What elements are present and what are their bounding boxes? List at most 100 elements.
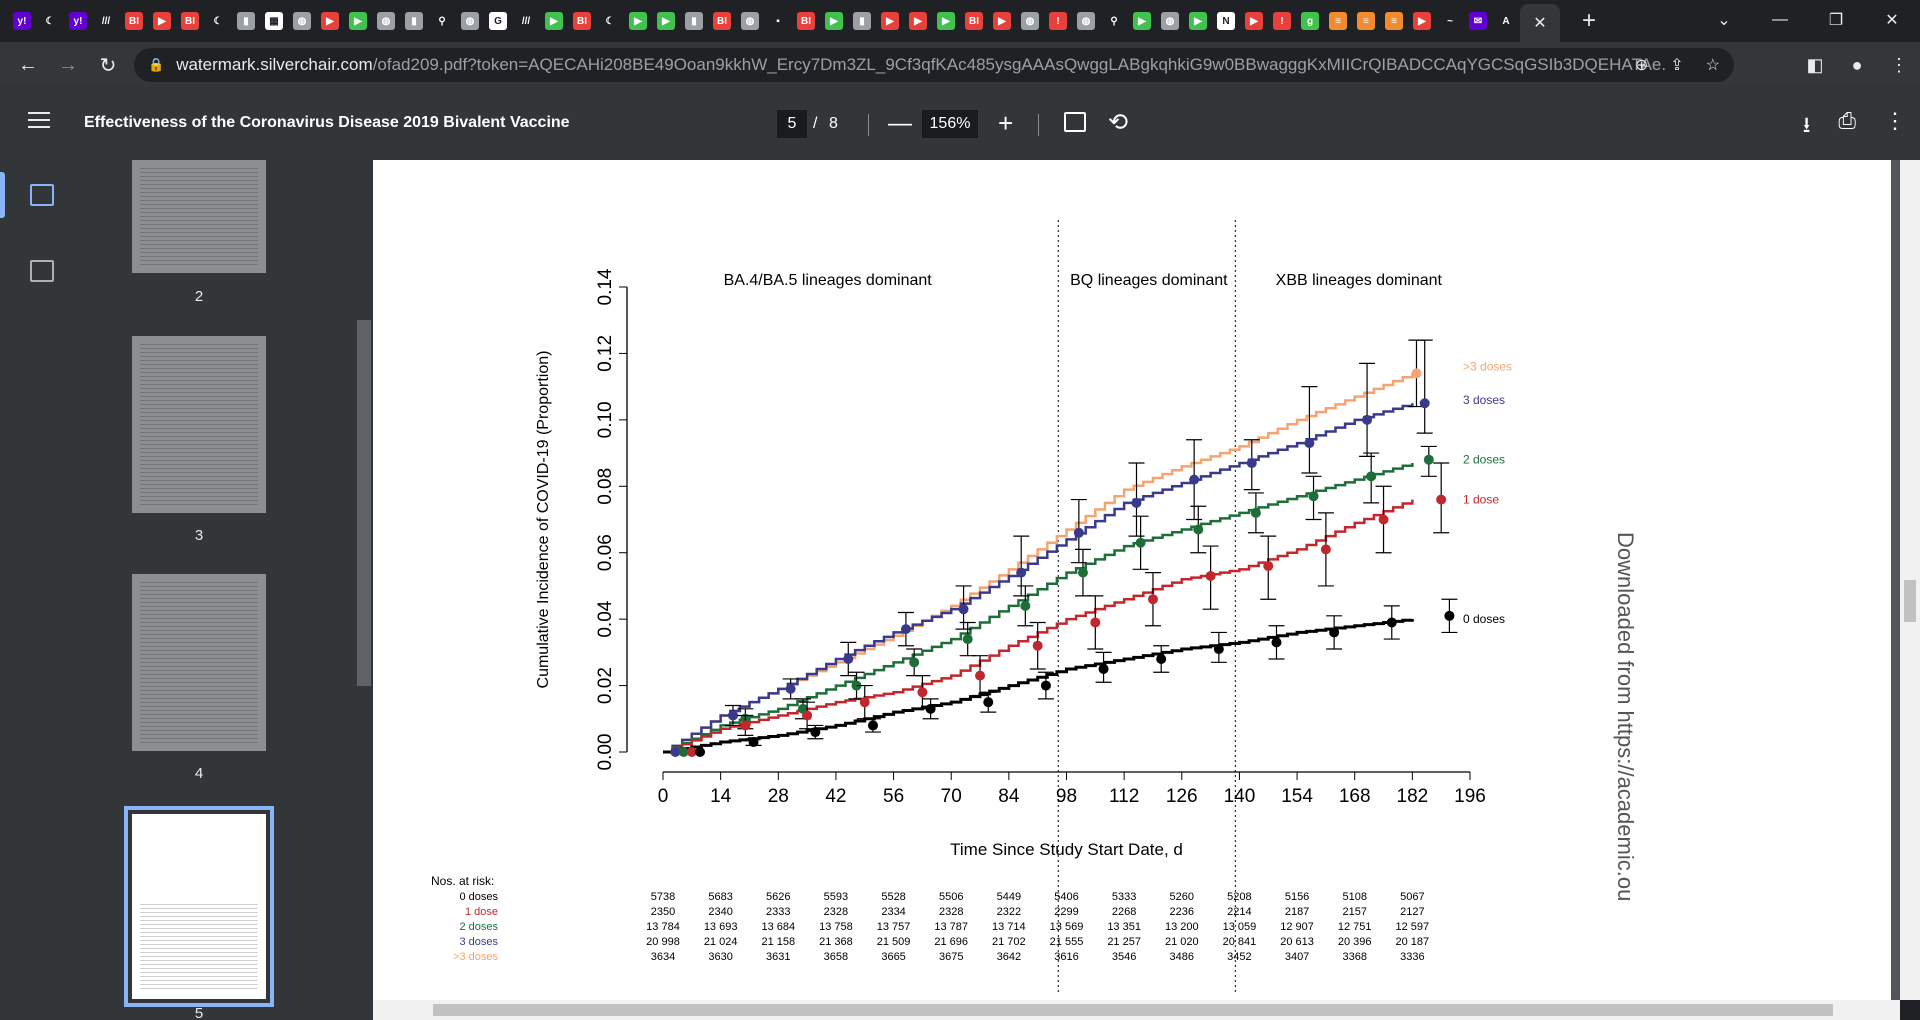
browser-tab[interactable]: ▶	[820, 6, 848, 36]
restore-button[interactable]: ❐	[1828, 12, 1844, 29]
browser-tab[interactable]: ≡	[1380, 6, 1408, 36]
back-button[interactable]: ←	[18, 53, 38, 76]
browser-tab[interactable]: !	[1044, 6, 1072, 36]
browser-tab[interactable]: BI	[568, 6, 596, 36]
browser-tab[interactable]: ▪	[764, 6, 792, 36]
browser-tab[interactable]: ☾	[36, 6, 64, 36]
data-point	[1090, 617, 1101, 628]
sidebar-scrollbar[interactable]	[355, 160, 373, 1020]
browser-tab[interactable]: ///	[92, 6, 120, 36]
thumbnail-page-4[interactable]	[132, 574, 266, 751]
browser-tab[interactable]: BI	[708, 6, 736, 36]
browser-tab[interactable]: ≡	[1352, 6, 1380, 36]
browser-tab[interactable]: ⚲	[1100, 6, 1128, 36]
browser-tab[interactable]: y!	[64, 6, 92, 36]
zoom-in-button[interactable]: +	[998, 108, 1014, 138]
lock-icon[interactable]: 🔒	[148, 57, 165, 72]
browser-tab[interactable]: ▮	[232, 6, 260, 36]
browser-tab[interactable]: ◍	[736, 6, 764, 36]
close-tab-icon[interactable]: ✕	[1533, 15, 1547, 32]
thumbnail-page-2[interactable]	[132, 160, 266, 273]
fit-page-icon[interactable]	[1064, 112, 1086, 132]
profile-icon[interactable]: ●	[1851, 54, 1863, 75]
browser-tab[interactable]: ☾	[596, 6, 624, 36]
zoom-icon[interactable]: ⊕	[1634, 57, 1649, 74]
horizontal-scroll-thumb[interactable]	[433, 1004, 1833, 1016]
download-icon[interactable]: ⭳	[1802, 112, 1811, 137]
browser-tab[interactable]: A	[1492, 6, 1520, 36]
browser-tab[interactable]: BI	[120, 6, 148, 36]
active-tab[interactable]: ✕	[1520, 4, 1560, 42]
horizontal-scrollbar[interactable]	[373, 1000, 1900, 1020]
browser-tab[interactable]: ✉	[1464, 6, 1492, 36]
browser-tab[interactable]: ☾	[204, 6, 232, 36]
close-window-button[interactable]: ✕	[1885, 12, 1899, 29]
thumbnails-view-icon[interactable]	[30, 184, 54, 206]
browser-tab[interactable]: y!	[8, 6, 36, 36]
business-insider-icon: BI	[797, 12, 815, 30]
browser-tab[interactable]: ▶	[624, 6, 652, 36]
browser-tab[interactable]: ▦	[260, 6, 288, 36]
page-number-input[interactable]: 5	[777, 110, 807, 138]
thumbnail-page-3[interactable]	[132, 336, 266, 513]
viewer-scrollbar[interactable]	[1900, 160, 1920, 1000]
bookmark-flag-icon: ▮	[405, 12, 423, 30]
print-icon[interactable]: ⎙	[1838, 108, 1856, 133]
browser-tab[interactable]: N	[1212, 6, 1240, 36]
browser-tab[interactable]: ▮	[400, 6, 428, 36]
tab-search-icon[interactable]: ⌄	[1717, 12, 1731, 29]
address-bar[interactable]: 🔒 watermark.silverchair.com/ofad209.pdf?…	[134, 48, 1734, 82]
reload-button[interactable]: ↻	[99, 54, 117, 77]
url-text[interactable]: watermark.silverchair.com/ofad209.pdf?to…	[176, 55, 1666, 75]
zoom-level-input[interactable]: 156%	[922, 110, 978, 138]
browser-tab[interactable]: ◍	[1016, 6, 1044, 36]
browser-tab[interactable]: BI	[792, 6, 820, 36]
browser-tab[interactable]: ◍	[456, 6, 484, 36]
side-panel-icon[interactable]: ◧	[1806, 54, 1824, 75]
more-options-icon[interactable]: ⋮	[1884, 108, 1906, 133]
browser-tab[interactable]: G	[484, 6, 512, 36]
browser-tab[interactable]: ◍	[1072, 6, 1100, 36]
browser-tab[interactable]: ▶	[148, 6, 176, 36]
browser-tab[interactable]: ◍	[288, 6, 316, 36]
sidebar-scroll-thumb[interactable]	[357, 320, 371, 686]
browser-tab[interactable]: ▶	[316, 6, 344, 36]
forward-button[interactable]: →	[58, 53, 78, 76]
browser-tab[interactable]: BI	[176, 6, 204, 36]
browser-tab[interactable]: ▶	[988, 6, 1016, 36]
bookmark-star-icon[interactable]: ☆	[1705, 57, 1720, 74]
browser-tab[interactable]: ▮	[848, 6, 876, 36]
browser-tab[interactable]: ▶	[1408, 6, 1436, 36]
menu-kebab-icon[interactable]: ⋮	[1890, 54, 1908, 75]
risk-cell: 13 059	[1223, 921, 1257, 933]
share-icon[interactable]: ⇪	[1670, 57, 1684, 74]
minimize-button[interactable]: —	[1772, 11, 1788, 28]
browser-tab[interactable]: ▶	[652, 6, 680, 36]
outline-view-icon[interactable]	[30, 260, 54, 282]
browser-tab[interactable]: ⚲	[428, 6, 456, 36]
browser-tab[interactable]: ▶	[876, 6, 904, 36]
thumbnail-page-5[interactable]	[124, 806, 274, 1007]
browser-tab[interactable]: ▶	[1240, 6, 1268, 36]
rotate-icon[interactable]: ⟲	[1108, 109, 1129, 136]
risk-cell: 12 907	[1280, 921, 1314, 933]
browser-tab[interactable]: ◍	[1156, 6, 1184, 36]
browser-tab[interactable]: ▶	[1128, 6, 1156, 36]
browser-tab[interactable]: BI	[960, 6, 988, 36]
browser-tab[interactable]: ◍	[372, 6, 400, 36]
new-tab-button[interactable]: +	[1581, 7, 1596, 34]
browser-tab[interactable]: !	[1268, 6, 1296, 36]
browser-tab[interactable]: ▮	[680, 6, 708, 36]
browser-tab[interactable]: ▶	[344, 6, 372, 36]
browser-tab[interactable]: ▶	[904, 6, 932, 36]
browser-tab[interactable]: g	[1296, 6, 1324, 36]
sidebar-toggle-icon[interactable]	[28, 112, 50, 128]
browser-tab[interactable]: ///	[512, 6, 540, 36]
browser-tab[interactable]: ▶	[932, 6, 960, 36]
browser-tab[interactable]: ≡	[1324, 6, 1352, 36]
zoom-out-button[interactable]: —	[888, 110, 912, 137]
browser-tab[interactable]: ▶	[1184, 6, 1212, 36]
browser-tab[interactable]: ▶	[540, 6, 568, 36]
viewer-scroll-thumb[interactable]	[1904, 580, 1916, 622]
browser-tab[interactable]: ~	[1436, 6, 1464, 36]
